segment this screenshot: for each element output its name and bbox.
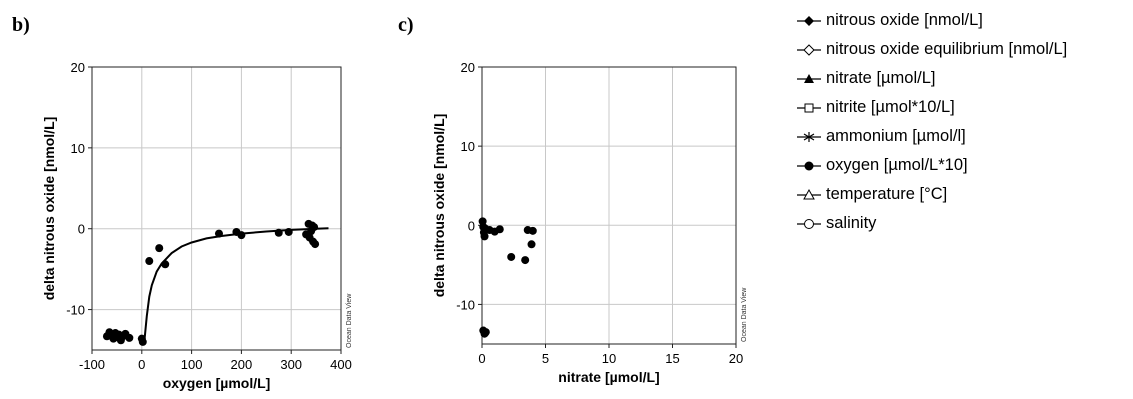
diamond-filled-marker-icon <box>797 16 821 26</box>
legend-label: nitrous oxide equilibrium [nmol/L] <box>826 40 1068 58</box>
data-point <box>495 225 504 234</box>
data-point <box>480 232 489 241</box>
data-point <box>138 337 147 346</box>
plot-frame <box>91 66 342 351</box>
triangle-filled-marker-icon <box>797 74 821 83</box>
x-tick-label: 5 <box>542 351 549 366</box>
x-tick-label: 0 <box>478 351 485 366</box>
data-point <box>274 228 283 237</box>
x-tick-label: 200 <box>231 357 253 372</box>
legend-label: nitrous oxide [nmol/L] <box>826 11 983 29</box>
data-point <box>237 231 246 240</box>
asterisk-marker-icon <box>797 132 821 142</box>
x-axis-label: nitrate [µmol/L] <box>558 369 659 385</box>
y-tick-label: 0 <box>78 222 85 237</box>
y-tick-label: -10 <box>66 303 85 318</box>
data-point <box>310 223 319 232</box>
y-tick-label: 10 <box>461 139 475 154</box>
diamond-open-marker-icon <box>797 44 821 56</box>
data-point <box>311 240 320 249</box>
legend-item: nitrate [µmol/L] <box>796 64 1126 93</box>
data-point <box>145 257 154 266</box>
x-tick-label: -100 <box>79 357 105 372</box>
y-tick-label: 20 <box>71 60 85 75</box>
y-tick-label: -10 <box>456 297 475 312</box>
data-point <box>161 260 170 269</box>
x-axis-label: oxygen [µmol/L] <box>163 375 271 391</box>
watermark: Ocean Data View <box>741 287 748 342</box>
legend-item: nitrous oxide [nmol/L] <box>796 6 1126 35</box>
data-point <box>507 252 516 261</box>
x-tick-label: 15 <box>665 351 679 366</box>
square-open-marker-icon <box>797 103 821 113</box>
data-point <box>521 256 530 265</box>
x-tick-label: 300 <box>280 357 302 372</box>
x-tick-label: 0 <box>138 357 145 372</box>
data-point <box>284 227 293 236</box>
data-point <box>528 226 537 235</box>
legend-label: oxygen [µmol/L*10] <box>826 156 968 174</box>
plot-area <box>92 67 341 350</box>
chart-panel-b: b) -100 0 100 200 300 400 -10 0 10 20 oxygen [µmol… <box>0 0 360 394</box>
legend-item: salinity <box>796 209 1126 238</box>
panel-label-c: c) <box>398 14 414 36</box>
data-point <box>214 229 223 238</box>
data-point <box>481 328 490 337</box>
chart-c-svg: 0 5 10 15 20 -10 0 10 20 nitrate [µmol/L] delta ni… <box>431 60 748 385</box>
watermark: Ocean Data View <box>346 293 353 348</box>
chart-panel-c: c) 0 5 10 15 20 -10 0 10 20 nitrate [µmol/L] delta… <box>382 0 772 394</box>
y-axis-label: delta nitrous oxide [nmol/L] <box>431 114 447 298</box>
data-point <box>527 240 536 249</box>
legend-item: ammonium [µmol/l] <box>796 122 1126 151</box>
y-tick-label: 10 <box>71 141 85 156</box>
x-tick-label: 20 <box>729 351 743 366</box>
legend-label: salinity <box>826 214 877 232</box>
legend-label: ammonium [µmol/l] <box>826 127 966 145</box>
legend-item: nitrous oxide equilibrium [nmol/L] <box>796 35 1126 64</box>
panel-label-b: b) <box>12 14 30 36</box>
legend-item: nitrite [µmol*10/L] <box>796 93 1126 122</box>
data-point <box>125 333 134 342</box>
y-tick-label: 20 <box>461 60 475 75</box>
y-tick-label: 0 <box>468 218 475 233</box>
legend-label: temperature [°C] <box>826 185 948 203</box>
x-tick-label: 100 <box>181 357 203 372</box>
legend-item: temperature [°C] <box>796 180 1126 209</box>
triangle-open-marker-icon <box>797 188 821 200</box>
circle-open-marker-icon <box>797 219 821 229</box>
data-point <box>155 244 164 253</box>
x-tick-label: 400 <box>330 357 352 372</box>
legend-label: nitrate [µmol/L] <box>826 69 936 87</box>
legend-item: oxygen [µmol/L*10] <box>796 151 1126 180</box>
x-tick-label: 10 <box>602 351 616 366</box>
y-axis-label: delta nitrous oxide [nmol/L] <box>41 117 57 301</box>
circle-filled-marker-icon <box>797 161 821 171</box>
legend: nitrous oxide [nmol/L] nitrous oxide equi… <box>796 6 1126 238</box>
legend-label: nitrite [µmol*10/L] <box>826 98 955 116</box>
